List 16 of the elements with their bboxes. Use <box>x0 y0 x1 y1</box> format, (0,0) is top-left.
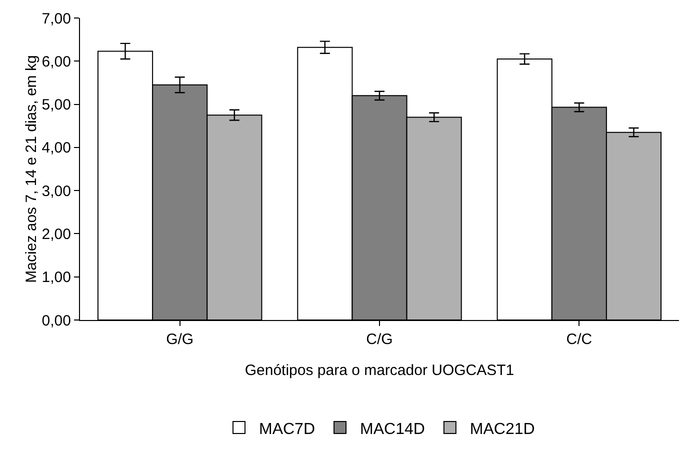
y-tick-label: 3,00 <box>42 182 71 200</box>
legend-label: MAC14D <box>360 420 425 438</box>
y-tick-label: 5,00 <box>42 96 71 114</box>
y-tick-label: 0,00 <box>42 312 71 330</box>
y-tick-label: 1,00 <box>42 269 71 286</box>
x-tick-label: G/G <box>166 331 194 348</box>
legend-label: MAC21D <box>470 420 535 438</box>
y-tick-label: 4,00 <box>42 140 71 157</box>
y-tick-label: 2,00 <box>42 226 71 243</box>
x-tick-label: C/G <box>366 331 393 348</box>
y-tick-label: 7,00 <box>42 10 71 28</box>
x-axis-title: Genótipos para o marcador UOGCAST1 <box>244 362 514 379</box>
x-tick-label: C/C <box>566 331 592 348</box>
legend-label: MAC7D <box>259 420 316 438</box>
y-axis-title: Maciez aos 7, 14 e 21 dias, em kg <box>22 55 40 283</box>
y-tick-label: 6,00 <box>42 53 71 70</box>
